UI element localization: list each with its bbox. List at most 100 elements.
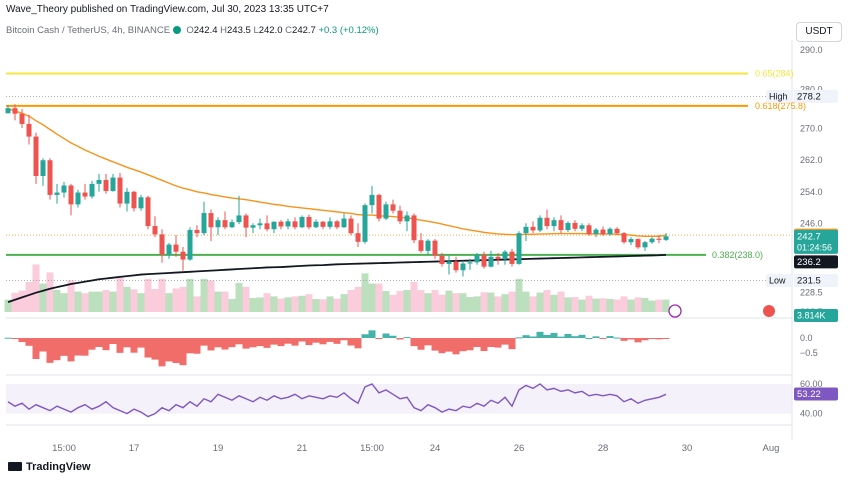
time-axis-tick: 24	[430, 443, 441, 454]
candle-body	[236, 215, 242, 223]
volume-bar	[613, 299, 621, 312]
level-label: 0.382(238.0)	[712, 250, 763, 260]
volume-bar	[627, 299, 635, 312]
volume-bar	[151, 289, 159, 312]
volume-bar	[81, 293, 89, 312]
volume-bar	[466, 297, 474, 312]
volume-bar	[298, 295, 306, 312]
volume-bar	[529, 296, 537, 312]
flag-icon	[763, 305, 775, 317]
candle-body	[607, 228, 613, 235]
macd-histogram-bar	[494, 338, 502, 348]
volume-bar	[585, 295, 593, 312]
volume-bar	[445, 290, 453, 312]
macd-histogram-bar	[382, 333, 390, 338]
candle-body	[586, 225, 592, 234]
rsi-value: 53.22	[797, 389, 821, 400]
volume-bar	[291, 296, 299, 312]
volume-bar	[305, 294, 313, 312]
volume-bar	[375, 283, 383, 312]
brand-text: TradingView	[26, 461, 91, 473]
volume-bar	[410, 282, 418, 312]
macd-histogram-bar	[662, 338, 670, 339]
candle-body	[334, 221, 340, 228]
macd-histogram-bar	[207, 338, 215, 351]
candle-body	[82, 192, 88, 197]
volume-bar	[46, 272, 54, 312]
macd-histogram-bar	[326, 338, 334, 342]
candle-body	[271, 221, 277, 230]
macd-histogram-bar	[375, 338, 383, 340]
volume-bar	[522, 291, 530, 312]
macd-histogram-bar	[473, 338, 481, 347]
change-value: +0.3 (+0.12%)	[318, 25, 379, 36]
candle-body	[201, 213, 207, 234]
candle-body	[565, 222, 571, 231]
candle-body	[40, 160, 46, 176]
time-axis-tick: 28	[598, 443, 609, 454]
candle-body	[530, 226, 536, 231]
candle-body	[12, 108, 18, 114]
volume-bar	[578, 299, 586, 312]
currency-button[interactable]: USDT	[796, 22, 842, 42]
volume-bar	[396, 290, 404, 312]
volume-bar	[662, 299, 670, 312]
macd-histogram-bar	[445, 338, 453, 352]
rsi-line	[7, 383, 667, 418]
candle-body	[495, 256, 501, 260]
macd-histogram-bar	[158, 338, 166, 367]
price-tag	[794, 229, 838, 254]
time-axis-tick: 30	[682, 443, 693, 454]
rsi-axis-tick: 40.00	[800, 409, 823, 419]
candle-body	[278, 221, 284, 227]
macd-histogram-bar	[347, 338, 355, 346]
candle-body	[327, 221, 333, 227]
macd-histogram-bar	[431, 338, 439, 351]
price-axis-tick: 228.5	[800, 287, 823, 297]
price-tag-value: 278.2	[797, 91, 821, 102]
candle-body	[621, 233, 627, 243]
volume-bar	[424, 293, 432, 312]
macd-histogram-bar	[270, 338, 278, 345]
time-axis-tick: Aug	[763, 443, 780, 454]
volume-bar	[319, 299, 327, 312]
level-label-box	[766, 89, 792, 103]
macd-histogram-bar	[634, 338, 642, 343]
macd-histogram-bar	[193, 338, 201, 354]
volume-bar	[620, 296, 628, 312]
candle-body	[502, 251, 508, 260]
candle-body	[222, 220, 228, 228]
extreme-label: Low	[769, 275, 786, 285]
macd-histogram-bar	[18, 338, 26, 343]
candle-body	[145, 197, 151, 227]
price-tag	[794, 89, 838, 103]
volume-bar	[95, 291, 103, 312]
volume-bar	[207, 280, 215, 312]
macd-histogram-bar	[515, 337, 523, 339]
candle-body	[103, 179, 109, 191]
volume-bar	[263, 293, 271, 312]
candle-body	[411, 215, 417, 241]
volume-bar	[368, 283, 376, 312]
candle-body	[376, 194, 382, 219]
macd-histogram-bar	[151, 338, 159, 360]
candle-body	[131, 191, 137, 209]
volume-bar	[354, 286, 362, 312]
macd-histogram-bar	[452, 338, 460, 355]
volume-bar	[494, 296, 502, 312]
macd-histogram-bar	[242, 338, 250, 349]
macd-histogram-bar	[11, 338, 19, 340]
candle-body	[187, 230, 193, 260]
macd-histogram-bar	[620, 338, 628, 341]
volume-bar	[18, 290, 26, 312]
volume-bar	[606, 298, 614, 312]
volume-bar	[382, 290, 390, 312]
macd-histogram-bar	[389, 335, 397, 338]
price-tag	[794, 273, 838, 287]
macd-histogram-bar	[95, 338, 103, 347]
macd-histogram-bar	[179, 338, 187, 366]
macd-histogram-bar	[60, 338, 68, 356]
candle-body	[124, 191, 130, 204]
candle-body	[96, 179, 102, 184]
